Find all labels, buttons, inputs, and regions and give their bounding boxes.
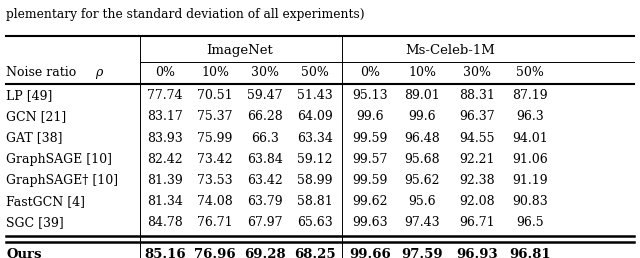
Text: 96.3: 96.3 <box>516 110 544 123</box>
Text: 63.79: 63.79 <box>247 195 283 208</box>
Text: 30%: 30% <box>463 66 491 79</box>
Text: GAT [38]: GAT [38] <box>6 132 63 144</box>
Text: 99.59: 99.59 <box>352 174 388 187</box>
Text: 64.09: 64.09 <box>297 110 333 123</box>
Text: 94.01: 94.01 <box>512 132 548 144</box>
Text: 67.97: 67.97 <box>247 216 283 229</box>
Text: 88.31: 88.31 <box>459 89 495 102</box>
Text: 96.5: 96.5 <box>516 216 544 229</box>
Text: 65.63: 65.63 <box>297 216 333 229</box>
Text: plementary for the standard deviation of all experiments): plementary for the standard deviation of… <box>6 8 365 21</box>
Text: 97.59: 97.59 <box>401 248 444 258</box>
Text: 84.78: 84.78 <box>147 216 183 229</box>
Text: 73.42: 73.42 <box>197 153 233 166</box>
Text: 76.96: 76.96 <box>194 248 236 258</box>
Text: 63.42: 63.42 <box>247 174 283 187</box>
Text: 85.16: 85.16 <box>144 248 186 258</box>
Text: 96.71: 96.71 <box>459 216 495 229</box>
Text: 91.19: 91.19 <box>512 174 548 187</box>
Text: 51.43: 51.43 <box>297 89 333 102</box>
Text: 83.17: 83.17 <box>147 110 183 123</box>
Text: 87.19: 87.19 <box>512 89 548 102</box>
Text: 58.81: 58.81 <box>297 195 333 208</box>
Text: 96.81: 96.81 <box>509 248 551 258</box>
Text: ImageNet: ImageNet <box>207 44 273 57</box>
Text: 73.53: 73.53 <box>197 174 233 187</box>
Text: 83.93: 83.93 <box>147 132 183 144</box>
Text: 99.59: 99.59 <box>352 132 388 144</box>
Text: 58.99: 58.99 <box>297 174 333 187</box>
Text: 82.42: 82.42 <box>147 153 183 166</box>
Text: 69.28: 69.28 <box>244 248 286 258</box>
Text: Ours: Ours <box>6 248 42 258</box>
Text: 0%: 0% <box>155 66 175 79</box>
Text: 95.68: 95.68 <box>404 153 440 166</box>
Text: 96.37: 96.37 <box>459 110 495 123</box>
Text: 70.51: 70.51 <box>197 89 233 102</box>
Text: 75.37: 75.37 <box>197 110 233 123</box>
Text: 96.48: 96.48 <box>404 132 440 144</box>
Text: 99.62: 99.62 <box>352 195 388 208</box>
Text: 59.12: 59.12 <box>297 153 333 166</box>
Text: Noise ratio: Noise ratio <box>6 66 81 79</box>
Text: 50%: 50% <box>301 66 329 79</box>
Text: Ms-Celeb-1M: Ms-Celeb-1M <box>405 44 495 57</box>
Text: 99.66: 99.66 <box>349 248 391 258</box>
Text: 96.93: 96.93 <box>456 248 498 258</box>
Text: 95.6: 95.6 <box>408 195 436 208</box>
Text: 81.34: 81.34 <box>147 195 183 208</box>
Text: GraphSAGE† [10]: GraphSAGE† [10] <box>6 174 118 187</box>
Text: 10%: 10% <box>201 66 229 79</box>
Text: GCN [21]: GCN [21] <box>6 110 67 123</box>
Text: LP [49]: LP [49] <box>6 89 52 102</box>
Text: 81.39: 81.39 <box>147 174 183 187</box>
Text: 59.47: 59.47 <box>247 89 283 102</box>
Text: 91.06: 91.06 <box>512 153 548 166</box>
Text: 74.08: 74.08 <box>197 195 233 208</box>
Text: 50%: 50% <box>516 66 544 79</box>
Text: 92.08: 92.08 <box>459 195 495 208</box>
Text: ρ: ρ <box>95 66 102 79</box>
Text: 97.43: 97.43 <box>404 216 440 229</box>
Text: 92.21: 92.21 <box>459 153 495 166</box>
Text: 95.62: 95.62 <box>404 174 440 187</box>
Text: 95.13: 95.13 <box>352 89 388 102</box>
Text: 63.84: 63.84 <box>247 153 283 166</box>
Text: 77.74: 77.74 <box>147 89 183 102</box>
Text: 63.34: 63.34 <box>297 132 333 144</box>
Text: 99.57: 99.57 <box>352 153 388 166</box>
Text: SGC [39]: SGC [39] <box>6 216 64 229</box>
Text: 10%: 10% <box>408 66 436 79</box>
Text: 76.71: 76.71 <box>197 216 233 229</box>
Text: 92.38: 92.38 <box>459 174 495 187</box>
Text: 0%: 0% <box>360 66 380 79</box>
Text: FastGCN [4]: FastGCN [4] <box>6 195 85 208</box>
Text: 99.6: 99.6 <box>408 110 436 123</box>
Text: 89.01: 89.01 <box>404 89 440 102</box>
Text: 66.3: 66.3 <box>251 132 279 144</box>
Text: 99.6: 99.6 <box>356 110 384 123</box>
Text: 75.99: 75.99 <box>197 132 233 144</box>
Text: 30%: 30% <box>251 66 279 79</box>
Text: GraphSAGE [10]: GraphSAGE [10] <box>6 153 113 166</box>
Text: 90.83: 90.83 <box>512 195 548 208</box>
Text: 66.28: 66.28 <box>247 110 283 123</box>
Text: 94.55: 94.55 <box>459 132 495 144</box>
Text: 68.25: 68.25 <box>294 248 336 258</box>
Text: 99.63: 99.63 <box>352 216 388 229</box>
